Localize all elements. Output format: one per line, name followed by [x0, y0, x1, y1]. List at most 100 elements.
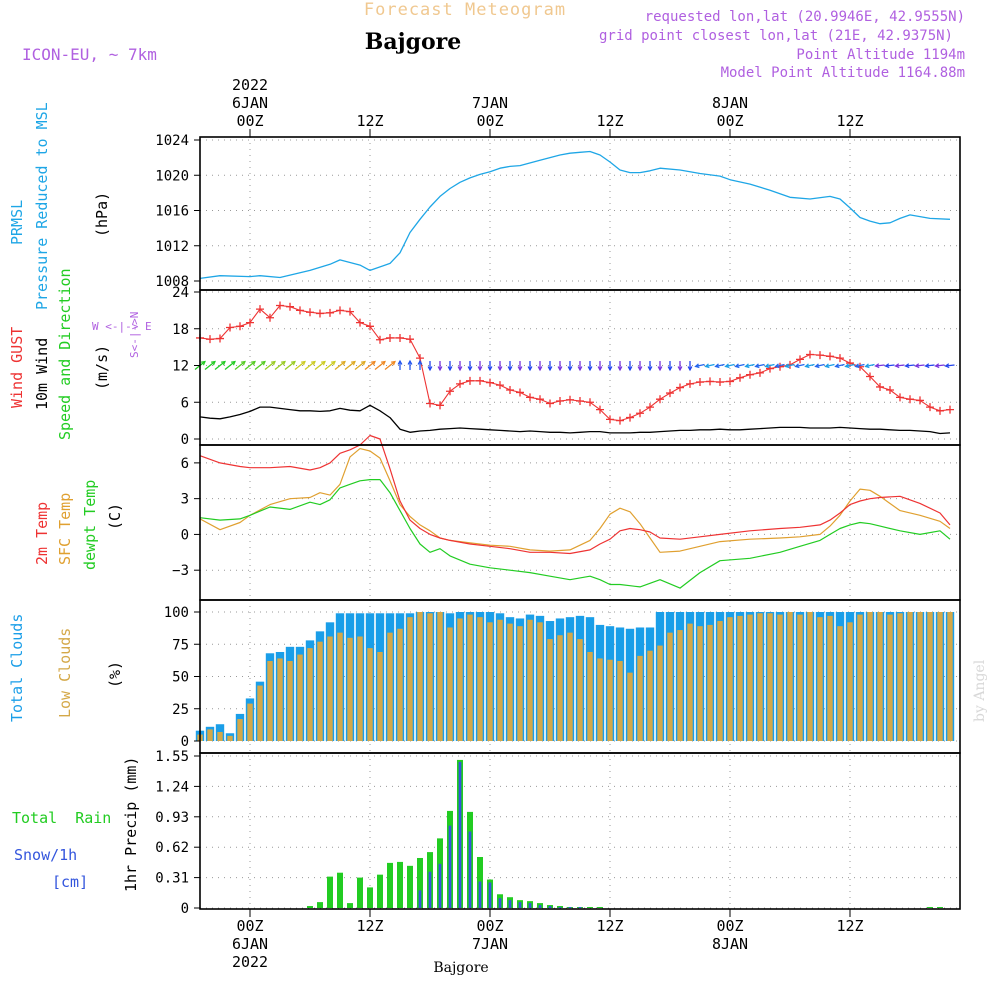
- low-cloud-bar: [217, 731, 223, 741]
- wind-direction-arrow: [905, 364, 915, 367]
- low-cloud-bar: [757, 613, 763, 741]
- temp-ytick-label: 3: [181, 492, 189, 508]
- wind-gust-marker: [946, 405, 954, 414]
- low-cloud-bar: [927, 612, 933, 741]
- wind-compass-we: W <-|-> E: [92, 320, 152, 333]
- wind-gust-marker: [536, 395, 544, 404]
- low-cloud-bar: [307, 648, 313, 741]
- wind-arrow-head: [427, 366, 433, 372]
- wind-direction-arrow: [835, 363, 845, 368]
- wind-dir-label: Speed and Direction: [56, 268, 74, 440]
- low-cloud-bar: [367, 648, 373, 741]
- wind-gust-marker: [276, 301, 284, 310]
- low-cloud-bar: [357, 636, 363, 741]
- low-cloud-bar: [547, 639, 553, 741]
- wind-gust-marker: [556, 397, 564, 406]
- low-cloud-bar: [627, 672, 633, 741]
- low-cloud-bar: [727, 617, 733, 741]
- wind-gust-marker: [316, 309, 324, 318]
- rain-bar: [377, 874, 383, 908]
- wind-arrow-head: [370, 360, 376, 366]
- wind-arrow-head: [844, 363, 850, 369]
- pressure-ytick-label: 1020: [155, 168, 189, 184]
- credit-watermark: by Angel: [972, 659, 988, 722]
- wind-arrow-head: [397, 359, 403, 365]
- wind-gust-marker: [606, 415, 614, 424]
- temp-dew-label: dewpt Temp: [81, 480, 99, 570]
- wind-arrow-head: [884, 363, 890, 369]
- wind-direction-arrow: [915, 364, 925, 367]
- low-cloud-bar: [507, 623, 513, 741]
- wind-arrow-head: [784, 363, 790, 369]
- wind-arrow-head: [407, 359, 413, 365]
- wind-gust-marker: [446, 387, 454, 396]
- wind-arrow-head: [350, 360, 356, 366]
- wind-direction-arrow: [935, 364, 945, 367]
- wind-direction-arrow: [755, 363, 765, 368]
- wind-gust-marker: [696, 378, 704, 387]
- pressure-ytick-label: 1012: [155, 239, 189, 255]
- wind-direction-arrow: [264, 360, 276, 371]
- wind-arrow-head: [627, 366, 633, 372]
- wind-direction-arrow: [875, 364, 885, 367]
- wind-arrow-head: [864, 363, 870, 369]
- cloud-total-label: Total Clouds: [8, 614, 26, 722]
- low-cloud-bar: [567, 632, 573, 741]
- wind-arrow-head: [804, 363, 810, 369]
- wind-10m-label: 10m Wind: [33, 338, 51, 410]
- wind-gust-marker: [916, 396, 924, 405]
- top-time-label: 6JAN: [232, 94, 268, 112]
- snow-bar: [578, 907, 582, 908]
- low-cloud-bar: [787, 612, 793, 741]
- low-cloud-bar: [907, 612, 913, 741]
- bottom-time-label: 7JAN: [472, 935, 508, 953]
- low-cloud-bar: [697, 626, 703, 741]
- wind-arrow-head: [944, 363, 950, 369]
- low-cloud-bar: [657, 645, 663, 741]
- low-cloud-bar: [827, 615, 833, 741]
- wind-gust-marker: [386, 333, 394, 342]
- low-cloud-bar: [667, 632, 673, 741]
- rain-bar: [587, 907, 593, 908]
- low-cloud-bar: [817, 617, 823, 741]
- wind-direction-arrow: [885, 364, 895, 367]
- wind-direction-arrow: [344, 360, 356, 371]
- bottom-time-label: 12Z: [596, 917, 623, 935]
- wind-gust-marker: [436, 401, 444, 410]
- snow-bar: [448, 825, 452, 908]
- low-cloud-bar: [917, 612, 923, 741]
- rain-bar: [597, 907, 603, 908]
- rain-bar: [937, 907, 943, 908]
- pressure-label-prmsl: PRMSL: [8, 200, 26, 245]
- low-cloud-bar: [777, 614, 783, 741]
- wind-arrow-head: [467, 366, 473, 372]
- rain-bar: [397, 861, 403, 908]
- wind-gust-marker: [476, 376, 484, 385]
- precip-panel-labels: Total Rain Snow/1h [cm] 1hr Precip (mm): [12, 757, 140, 892]
- top-time-label: 12Z: [596, 112, 623, 130]
- dewpoint-line: [199, 479, 951, 589]
- low-cloud-bar: [597, 658, 603, 741]
- wind-direction-arrow: [795, 363, 805, 368]
- bottom-time-label: 12Z: [356, 917, 383, 935]
- wind-arrow-head: [310, 360, 316, 366]
- wind-arrow-head: [360, 360, 366, 366]
- low-cloud-bar: [737, 615, 743, 741]
- wind-direction-arrow: [705, 363, 715, 368]
- low-cloud-bar: [467, 614, 473, 741]
- wind-gust-marker: [886, 386, 894, 394]
- temp-panel-labels: 2m Temp SFC Temp dewpt Temp (C): [33, 480, 124, 570]
- snow-bar: [518, 902, 522, 908]
- wind-arrow-head: [200, 360, 206, 366]
- temp-ytick-label: 0: [181, 527, 189, 543]
- wind-arrow-head: [507, 366, 513, 372]
- low-cloud-bar: [847, 622, 853, 741]
- wind-gust-marker: [356, 318, 364, 327]
- temp-2m-label: 2m Temp: [33, 502, 51, 565]
- low-cloud-bar: [457, 618, 463, 741]
- wind-gust-marker: [216, 334, 224, 343]
- wind-gust-marker: [296, 306, 304, 315]
- wind-gust-marker: [576, 397, 584, 406]
- wind-gust-marker: [836, 354, 844, 363]
- wind-arrow-head: [320, 360, 326, 366]
